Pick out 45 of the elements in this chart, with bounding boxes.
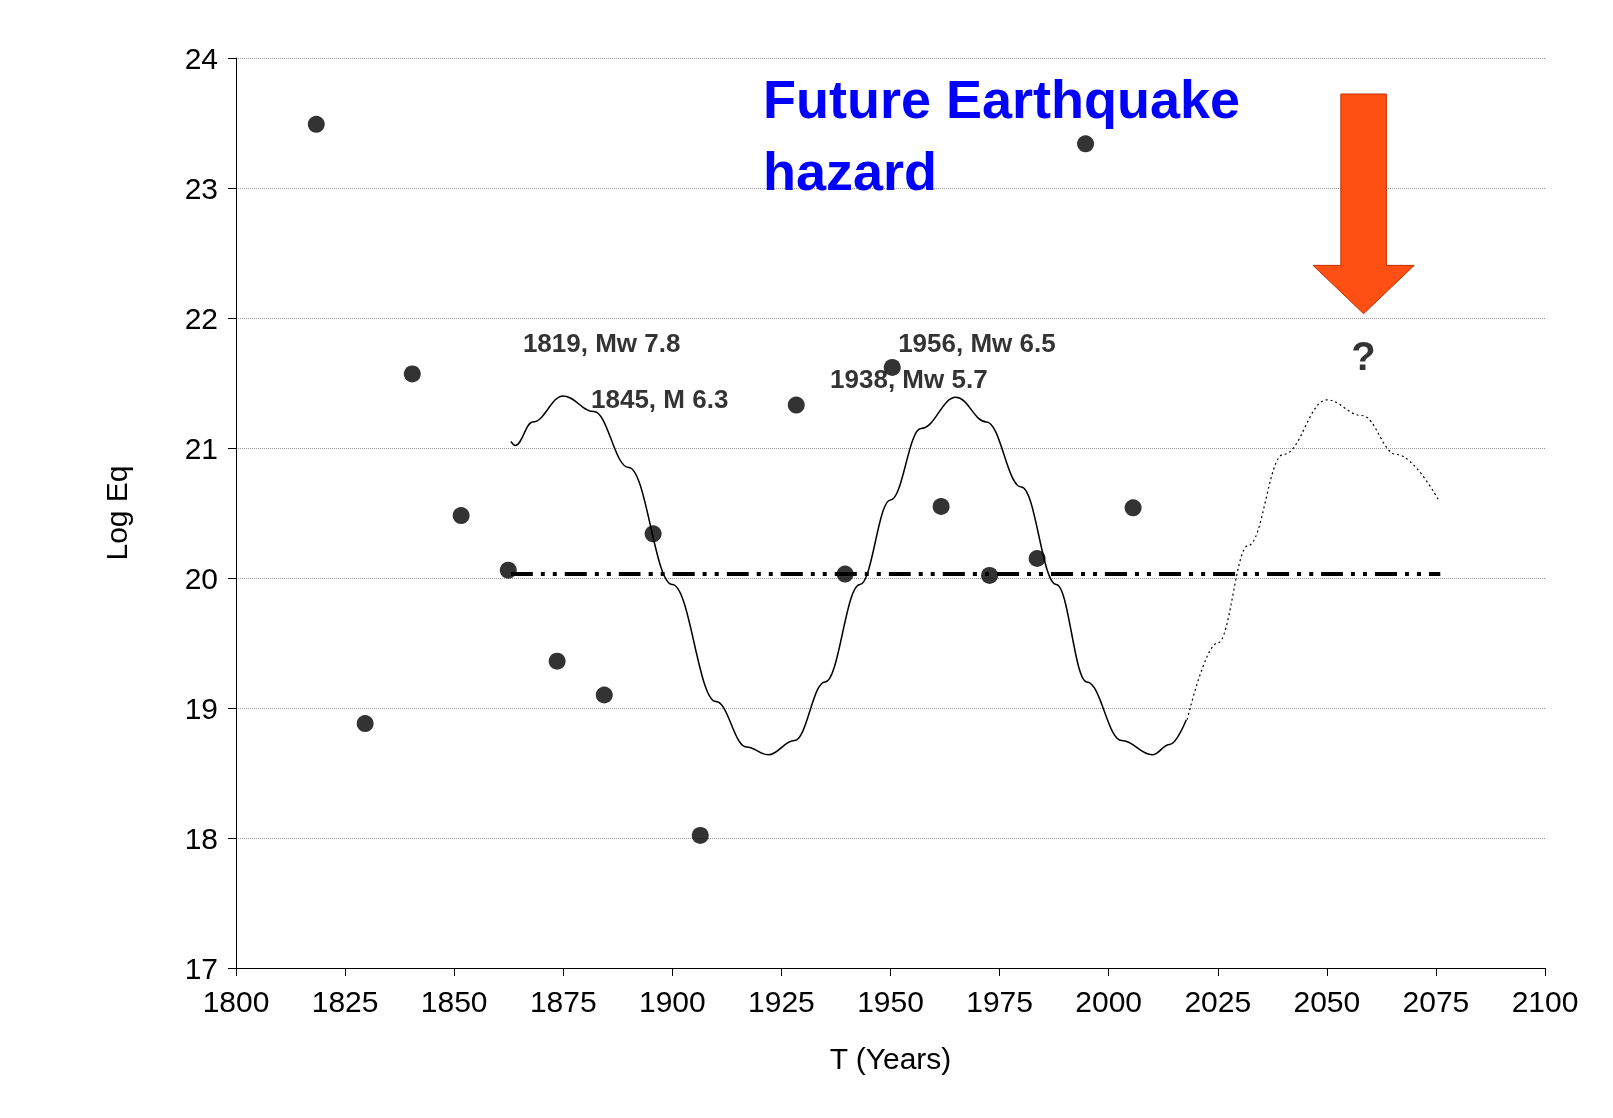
y-tick-label: 18 <box>184 821 218 855</box>
point <box>452 507 470 525</box>
x-tick-label: 1850 <box>420 984 488 1018</box>
text: Future Earthquake hazard <box>763 69 1256 201</box>
point <box>691 826 709 844</box>
x-tick-label: 2100 <box>1511 984 1579 1018</box>
x-tick-label: 2075 <box>1402 984 1470 1018</box>
annotation: 1956, Mw 6.5 <box>898 327 1056 358</box>
point <box>981 566 999 584</box>
point <box>499 561 517 579</box>
x-tick-label: 2050 <box>1293 984 1361 1018</box>
x-tick-label: 1975 <box>966 984 1033 1018</box>
y-tick-label: 17 <box>184 951 218 985</box>
point <box>548 652 566 670</box>
point <box>356 715 374 733</box>
x-tick-label: 1875 <box>529 984 597 1018</box>
annotation: 1845, M 6.3 <box>591 383 729 414</box>
point <box>307 115 325 133</box>
y-tick-label: 22 <box>184 301 218 335</box>
point <box>787 396 805 414</box>
annotation: 1938, Mw 5.7 <box>830 364 988 395</box>
x-tick-label: 1900 <box>638 984 706 1018</box>
y-axis-title: Log Eq <box>99 465 133 561</box>
point <box>1124 499 1142 517</box>
y-tick-label: 20 <box>184 561 218 595</box>
annotation: 1819, Mw 7.8 <box>522 327 681 358</box>
x-tick-label: 1800 <box>202 984 270 1018</box>
point <box>836 565 854 583</box>
x-tick-label: 1950 <box>857 984 924 1018</box>
y-tick-label: 19 <box>184 691 218 725</box>
annotation: ? <box>1351 333 1376 378</box>
y-tick-label: 24 <box>184 41 218 75</box>
point <box>932 498 950 515</box>
y-tick-label: 23 <box>184 171 218 205</box>
point <box>595 686 613 704</box>
point <box>1028 550 1046 567</box>
x-tick-label: 2025 <box>1184 984 1252 1018</box>
x-tick-label: 2000 <box>1075 984 1143 1018</box>
x-tick-label: 1925 <box>748 984 815 1018</box>
point <box>403 365 421 383</box>
point <box>644 525 662 543</box>
y-tick-label: 21 <box>184 431 218 465</box>
x-tick-label: 1825 <box>311 984 379 1018</box>
x-axis-title: T (Years) <box>829 1041 952 1075</box>
point <box>1077 135 1095 153</box>
